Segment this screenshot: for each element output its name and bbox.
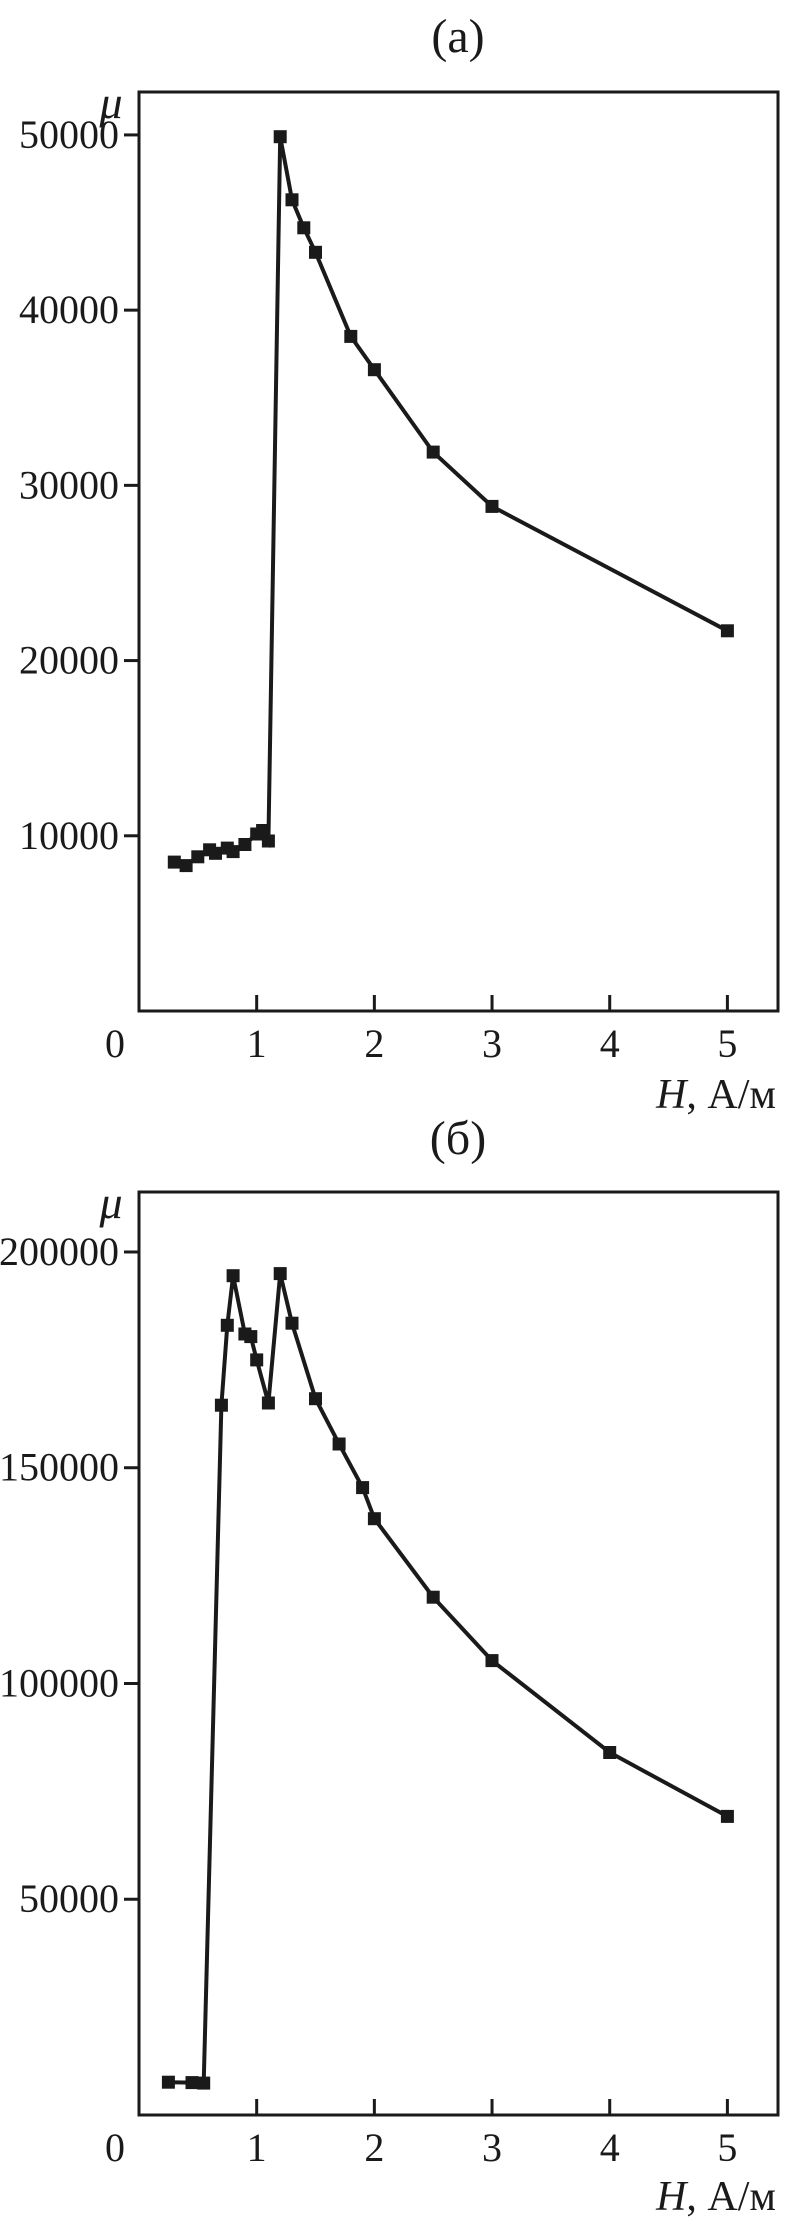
chart-a-series <box>167 130 734 873</box>
data-point-marker <box>332 1437 346 1451</box>
y-tick-label: 200000 <box>0 1229 119 1274</box>
chart-a-x-axis-label: H, А/м <box>655 1072 776 1118</box>
data-point-marker <box>226 1269 240 1283</box>
data-point-marker <box>603 1746 617 1759</box>
x-tick-label: 3 <box>482 1021 502 1066</box>
data-point-marker <box>214 1398 228 1412</box>
data-curve <box>168 1273 729 2086</box>
data-point-marker <box>261 834 275 848</box>
data-point-marker <box>309 1392 322 1406</box>
data-point-marker <box>226 845 240 859</box>
chart-a-y-axis-label: μ <box>98 77 122 128</box>
data-point-marker <box>238 838 252 851</box>
data-point-marker <box>285 193 299 207</box>
chart-b-axes: 50000 100000 150000 200000 0 1 2 3 4 5 <box>0 1229 737 2170</box>
data-point-marker <box>185 2076 199 2090</box>
data-point-marker <box>250 1353 264 1367</box>
x-tick-label: 4 <box>600 2125 620 2170</box>
y-tick-label: 10000 <box>19 813 119 858</box>
x-tick-label: 3 <box>482 2125 502 2170</box>
y-tick-label: 50000 <box>19 112 119 157</box>
chart-b-series <box>161 1267 734 2090</box>
field-symbol: H <box>655 2174 689 2220</box>
y-tick-label: 30000 <box>19 462 119 507</box>
y-tick-label: 40000 <box>19 287 119 332</box>
data-point-marker <box>485 1654 499 1668</box>
data-point-marker <box>197 2076 211 2090</box>
chart-a-plot-frame <box>137 90 780 1013</box>
data-point-marker <box>367 363 381 377</box>
chart-b-y-axis-label: μ <box>98 1177 122 1228</box>
data-point-marker <box>356 1481 370 1495</box>
data-point-marker <box>309 245 322 259</box>
chart-b-panel: (б) μ 50000 100000 150000 200000 0 1 2 3 4 5 H, А… <box>0 1112 780 2220</box>
data-point-marker <box>220 1318 234 1332</box>
data-point-marker <box>167 855 181 869</box>
chart-b-x-axis-label: H, А/м <box>655 2174 776 2220</box>
x-tick-label: 2 <box>364 2125 384 2170</box>
data-curve <box>173 136 729 868</box>
data-point-marker <box>244 1330 258 1344</box>
data-point-marker <box>191 850 205 864</box>
data-point-marker <box>261 1396 275 1410</box>
y-tick-label: 20000 <box>19 638 119 683</box>
data-point-marker <box>485 499 499 513</box>
data-point-marker <box>344 329 358 343</box>
x-tick-label: 5 <box>717 2125 737 2170</box>
data-point-marker <box>161 2075 175 2089</box>
x-tick-label: 0 <box>105 2125 125 2170</box>
y-tick-label: 100000 <box>0 1660 119 1705</box>
y-tick-label: 50000 <box>19 1876 119 1921</box>
chart-a-panel: (а) μ 10000 20000 30000 40000 50000 0 1 2 3 4 5 H,… <box>19 10 780 1118</box>
x-tick-label: 1 <box>247 2125 267 2170</box>
x-tick-label: 5 <box>717 1021 737 1066</box>
data-point-marker <box>297 221 311 235</box>
x-tick-label: 2 <box>364 1021 384 1066</box>
data-point-marker <box>720 1809 734 1823</box>
data-point-marker <box>273 1267 287 1281</box>
data-point-marker <box>179 859 193 873</box>
x-tick-label: 4 <box>600 1021 620 1066</box>
data-point-marker <box>273 130 287 144</box>
chart-b-title: (б) <box>430 1112 486 1165</box>
data-point-marker <box>285 1316 299 1330</box>
x-tick-label: 1 <box>247 1021 267 1066</box>
x-tick-label: 0 <box>105 1021 125 1066</box>
chart-b-plot-frame <box>137 1190 780 2117</box>
data-point-marker <box>426 1590 440 1604</box>
field-units: , А/м <box>686 1072 776 1118</box>
y-tick-label: 150000 <box>0 1445 119 1490</box>
field-units: , А/м <box>686 2174 776 2220</box>
data-point-marker <box>367 1512 381 1526</box>
data-point-marker <box>426 445 440 459</box>
chart-a-axes: 10000 20000 30000 40000 50000 0 1 2 3 4 5 <box>19 112 737 1066</box>
data-point-marker <box>209 846 222 860</box>
chart-a-title: (а) <box>431 10 484 63</box>
field-symbol: H <box>655 1072 689 1118</box>
data-point-marker <box>256 824 270 837</box>
data-point-marker <box>720 624 734 638</box>
